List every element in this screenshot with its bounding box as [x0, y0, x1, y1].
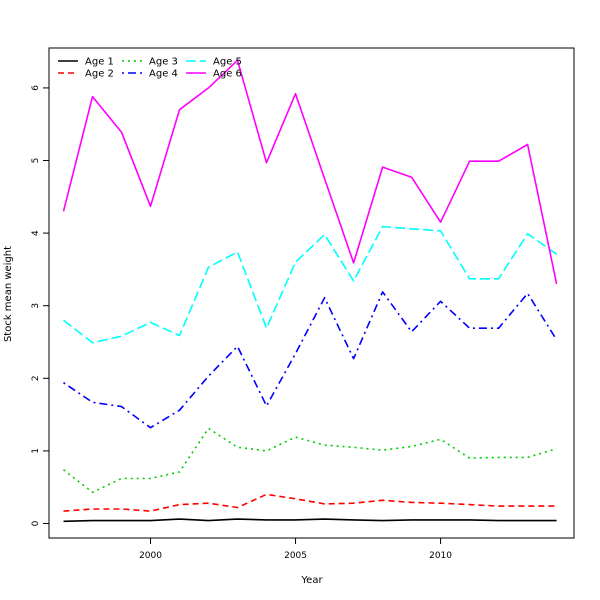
- y-tick-label: 0: [31, 520, 41, 526]
- series-line-age-6: [62, 59, 558, 285]
- legend-label-age-4: Age 4: [149, 69, 178, 80]
- series-line-age-5: [63, 225, 558, 344]
- x-tick-label: 2000: [139, 551, 162, 561]
- legend-label-age-1: Age 1: [85, 57, 114, 68]
- x-tick-label: 2010: [429, 551, 452, 561]
- plot-frame: [48, 47, 575, 539]
- y-tick-label: 5: [31, 158, 41, 164]
- x-tick-label: 2005: [284, 551, 307, 561]
- legend-label-age-3: Age 3: [149, 57, 178, 68]
- y-axis-title: Stock mean weight: [3, 246, 14, 342]
- legend-label-age-6: Age 6: [213, 69, 242, 80]
- y-tick-label: 6: [31, 85, 41, 91]
- y-tick-label: 2: [31, 375, 41, 381]
- legend-label-age-5: Age 5: [213, 57, 242, 68]
- x-axis: 2000 2005 2010: [139, 538, 452, 561]
- series-layer: [62, 59, 558, 523]
- y-tick-label: 1: [31, 448, 41, 454]
- legend-label-age-2: Age 2: [85, 69, 114, 80]
- y-tick-label: 4: [31, 230, 41, 236]
- series-line-age-3: [63, 427, 557, 494]
- y-tick-label: 3: [31, 303, 41, 309]
- x-axis-title: Year: [300, 575, 323, 586]
- series-line-age-2: [63, 493, 557, 512]
- series-line-age-1: [63, 518, 557, 523]
- y-axis: 0 1 2 3 4 5 6: [31, 85, 49, 526]
- series-line-age-4: [63, 291, 558, 429]
